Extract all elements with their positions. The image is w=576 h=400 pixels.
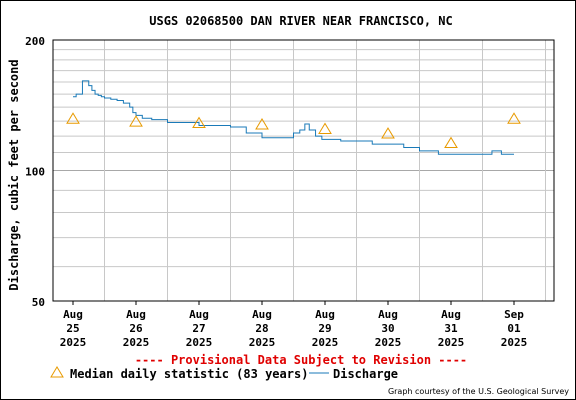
x-tick-label: 27	[192, 322, 205, 335]
y-tick-label: 50	[32, 296, 45, 309]
x-tick-label: Aug	[189, 308, 209, 321]
x-tick-label: Aug	[315, 308, 335, 321]
x-tick-label: 2025	[312, 336, 339, 349]
legend-discharge-label: Discharge	[333, 367, 398, 381]
x-tick-labels: Aug252025Aug262025Aug272025Aug282025Aug2…	[60, 301, 528, 349]
x-tick-label: Aug	[63, 308, 83, 321]
x-tick-label: 2025	[123, 336, 150, 349]
provisional-notice: ---- Provisional Data Subject to Revisio…	[135, 353, 467, 367]
x-tick-label: 28	[255, 322, 268, 335]
median-marker	[66, 112, 80, 124]
median-marker	[507, 112, 521, 124]
x-tick-label: 26	[129, 322, 143, 335]
y-tick-label: 200	[25, 35, 45, 48]
x-tick-label: Aug	[126, 308, 146, 321]
plot-border	[52, 39, 555, 302]
usgs-credit: Graph courtesy of the U.S. Geological Su…	[388, 387, 569, 396]
median-marker	[381, 127, 395, 139]
x-tick-label: Aug	[441, 308, 461, 321]
x-tick-label: 31	[444, 322, 458, 335]
x-tick-label: 2025	[249, 336, 276, 349]
legend-median-icon	[50, 366, 64, 378]
median-marker	[444, 136, 458, 149]
median-marker	[129, 115, 143, 127]
median-marker	[192, 116, 206, 129]
x-tick-label: 2025	[186, 336, 213, 349]
x-tick-label: Sep	[504, 308, 524, 321]
y-axis-label: Discharge, cubic feet per second	[7, 59, 21, 290]
x-tick-label: 2025	[375, 336, 402, 349]
chart-grid	[53, 40, 554, 301]
legend: Median daily statistic (83 years) Discha…	[50, 366, 398, 381]
x-tick-label: 2025	[60, 336, 87, 349]
x-tick-label: Aug	[252, 308, 272, 321]
median-markers	[66, 112, 521, 149]
x-tick-label: 2025	[501, 336, 528, 349]
discharge-series	[73, 80, 514, 155]
y-tick-label: 100	[25, 166, 45, 179]
median-marker	[255, 118, 269, 130]
median-marker	[318, 122, 332, 134]
x-tick-label: Aug	[378, 308, 398, 321]
x-tick-label: 30	[381, 322, 394, 335]
x-tick-label: 25	[66, 322, 79, 335]
discharge-line	[73, 80, 514, 155]
legend-median-label: Median daily statistic (83 years)	[70, 367, 308, 381]
x-tick-label: 01	[507, 322, 521, 335]
x-tick-label: 29	[318, 322, 331, 335]
chart-title: USGS 02068500 DAN RIVER NEAR FRANCISCO, …	[149, 14, 452, 28]
y-tick-labels: 50 100 200	[25, 35, 45, 309]
x-tick-label: 2025	[438, 336, 465, 349]
